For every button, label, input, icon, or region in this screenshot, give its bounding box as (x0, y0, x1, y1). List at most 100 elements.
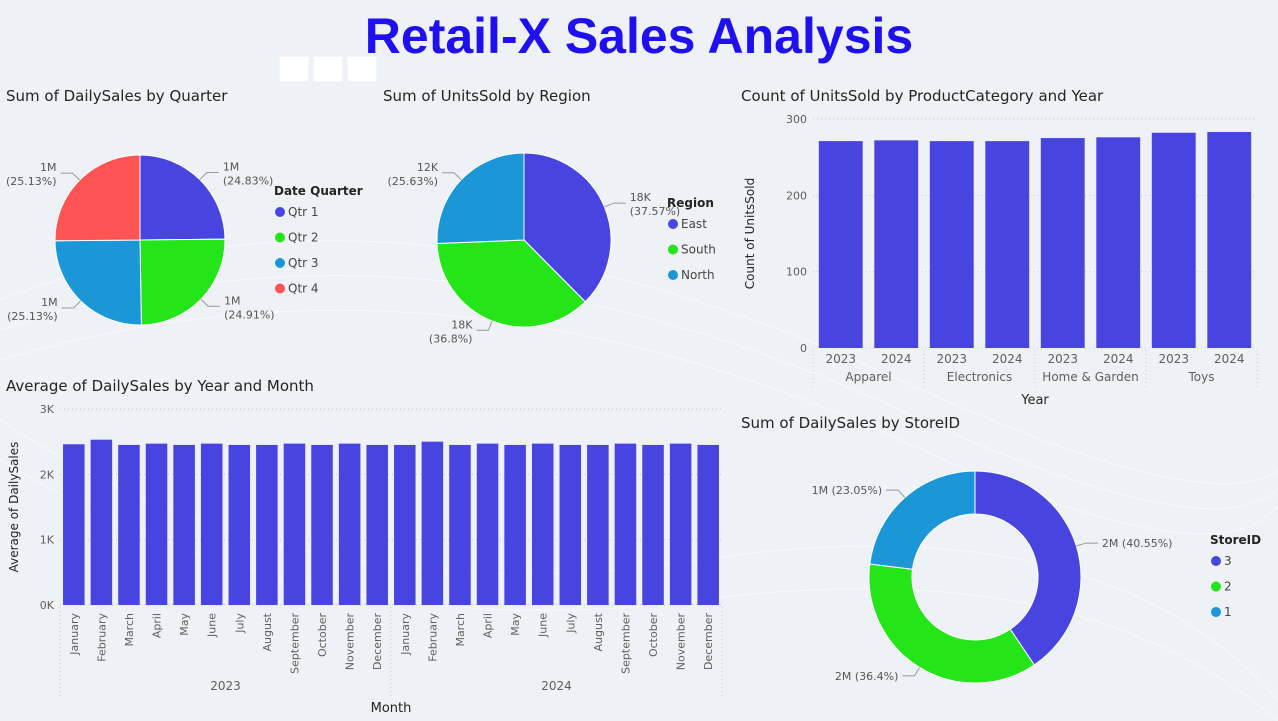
legend-item[interactable]: East (681, 217, 707, 231)
legend-item[interactable]: South (681, 243, 716, 257)
pie-slice[interactable] (523, 152, 612, 303)
y-tick-label: 3K (40, 403, 55, 416)
group-label: 2023 (210, 679, 241, 693)
bar[interactable] (504, 444, 526, 605)
data-label-percent: (24.83%) (223, 174, 274, 187)
legend-item[interactable]: 3 (1224, 554, 1232, 568)
data-label-value: 18K (630, 191, 652, 204)
bar[interactable] (1040, 138, 1085, 348)
bar-chart-category: 0 100 200 300 Count of UnitsSold 2023 2024 Appa… (743, 113, 1258, 408)
nav-button[interactable] (279, 56, 309, 82)
bar[interactable] (394, 444, 416, 605)
bar[interactable] (63, 444, 85, 605)
leader-line (442, 172, 462, 181)
legend-marker[interactable] (1211, 607, 1221, 617)
leader-line (604, 202, 626, 208)
bar[interactable] (338, 443, 361, 605)
bar[interactable] (283, 443, 306, 605)
x-tick-label: September (619, 613, 632, 674)
bar[interactable] (1207, 131, 1252, 348)
x-tick-label: February (426, 613, 439, 662)
y-tick-label: 1K (40, 534, 55, 547)
bar[interactable] (118, 444, 140, 605)
legend-item[interactable]: 1 (1224, 605, 1232, 619)
y-tick-label: 0K (40, 599, 55, 612)
bar[interactable] (145, 443, 168, 605)
pie-slice[interactable] (868, 563, 1035, 684)
pie-slice[interactable] (436, 152, 525, 244)
legend-marker[interactable] (275, 283, 285, 294)
nav-button[interactable] (313, 56, 343, 82)
bar[interactable] (587, 444, 609, 605)
data-label-percent: (24.91%) (224, 308, 275, 321)
legend-item[interactable]: North (681, 268, 715, 282)
bar[interactable] (559, 444, 582, 605)
legend-marker[interactable] (1211, 581, 1221, 592)
x-tick-label: 2023 (825, 352, 856, 366)
legend-marker[interactable] (668, 270, 678, 280)
x-tick-label: October (647, 613, 660, 657)
legend-marker[interactable] (275, 207, 285, 217)
bar[interactable] (1151, 132, 1196, 348)
legend-marker[interactable] (275, 258, 285, 268)
bar[interactable] (366, 444, 388, 605)
x-tick-label: October (316, 613, 329, 657)
legend-title: Date Quarter (274, 184, 363, 198)
data-label-percent: (25.63%) (388, 175, 439, 188)
bar[interactable] (311, 444, 333, 605)
bar[interactable] (1096, 137, 1141, 348)
bar[interactable] (449, 444, 471, 605)
bar[interactable] (818, 141, 863, 348)
legend-marker[interactable] (275, 232, 285, 243)
bar[interactable] (228, 444, 251, 605)
bar[interactable] (874, 140, 919, 348)
pie-slice[interactable] (436, 239, 586, 328)
pie-slice[interactable] (54, 154, 141, 242)
leader-line (902, 667, 921, 677)
legend-item[interactable]: Qtr 1 (288, 205, 319, 219)
x-tick-label: 2023 (1047, 352, 1078, 366)
bar[interactable] (614, 443, 637, 605)
x-tick-label: March (123, 613, 136, 647)
x-tick-label: January (68, 613, 81, 656)
bar[interactable] (929, 141, 974, 348)
legend-marker[interactable] (668, 219, 678, 229)
donut-chart-store: 2M (40.55%) 2M (36.4%) 1M (23.05%) StoreID 3… (812, 470, 1261, 684)
bar[interactable] (256, 444, 278, 605)
pie-slice[interactable] (139, 154, 226, 241)
data-label-percent: (37.57%) (630, 205, 681, 218)
data-label: 2M (40.55%) (1102, 537, 1173, 550)
pie-slice[interactable] (54, 239, 142, 326)
pie-slice[interactable] (869, 470, 976, 570)
bar[interactable] (531, 443, 554, 605)
x-tick-label: July (564, 613, 577, 634)
x-tick-label: December (371, 613, 384, 671)
y-tick-label: 2K (40, 468, 55, 481)
bar[interactable] (90, 439, 113, 605)
legend-marker[interactable] (668, 244, 678, 255)
pie-slice[interactable] (139, 238, 226, 326)
group-label: 2024 (541, 679, 572, 693)
group-label: Apparel (845, 370, 891, 384)
legend-marker[interactable] (1211, 556, 1221, 566)
y-tick-label: 300 (786, 113, 807, 126)
bar[interactable] (476, 443, 499, 605)
x-tick-label: 2024 (881, 352, 912, 366)
bar[interactable] (697, 444, 719, 605)
leader-line (60, 172, 81, 181)
chart-panel-category: Count of UnitsSold by ProductCategory an… (735, 85, 1278, 410)
bar[interactable] (421, 441, 444, 605)
legend-item[interactable]: Qtr 3 (288, 256, 319, 270)
legend-item[interactable]: Qtr 2 (288, 231, 319, 245)
legend-item[interactable]: Qtr 4 (288, 282, 319, 296)
bar[interactable] (642, 444, 664, 605)
nav-button[interactable] (347, 56, 377, 82)
chart-panel-region: Sum of UnitsSold by Region 18K (37.57%) 18… (377, 85, 735, 375)
bar[interactable] (200, 443, 223, 605)
bar[interactable] (985, 141, 1030, 348)
bar[interactable] (669, 443, 692, 605)
legend-item[interactable]: 2 (1224, 580, 1232, 594)
y-tick-label: 0 (800, 342, 807, 355)
pie-slice[interactable] (974, 470, 1082, 666)
bar[interactable] (173, 444, 195, 605)
